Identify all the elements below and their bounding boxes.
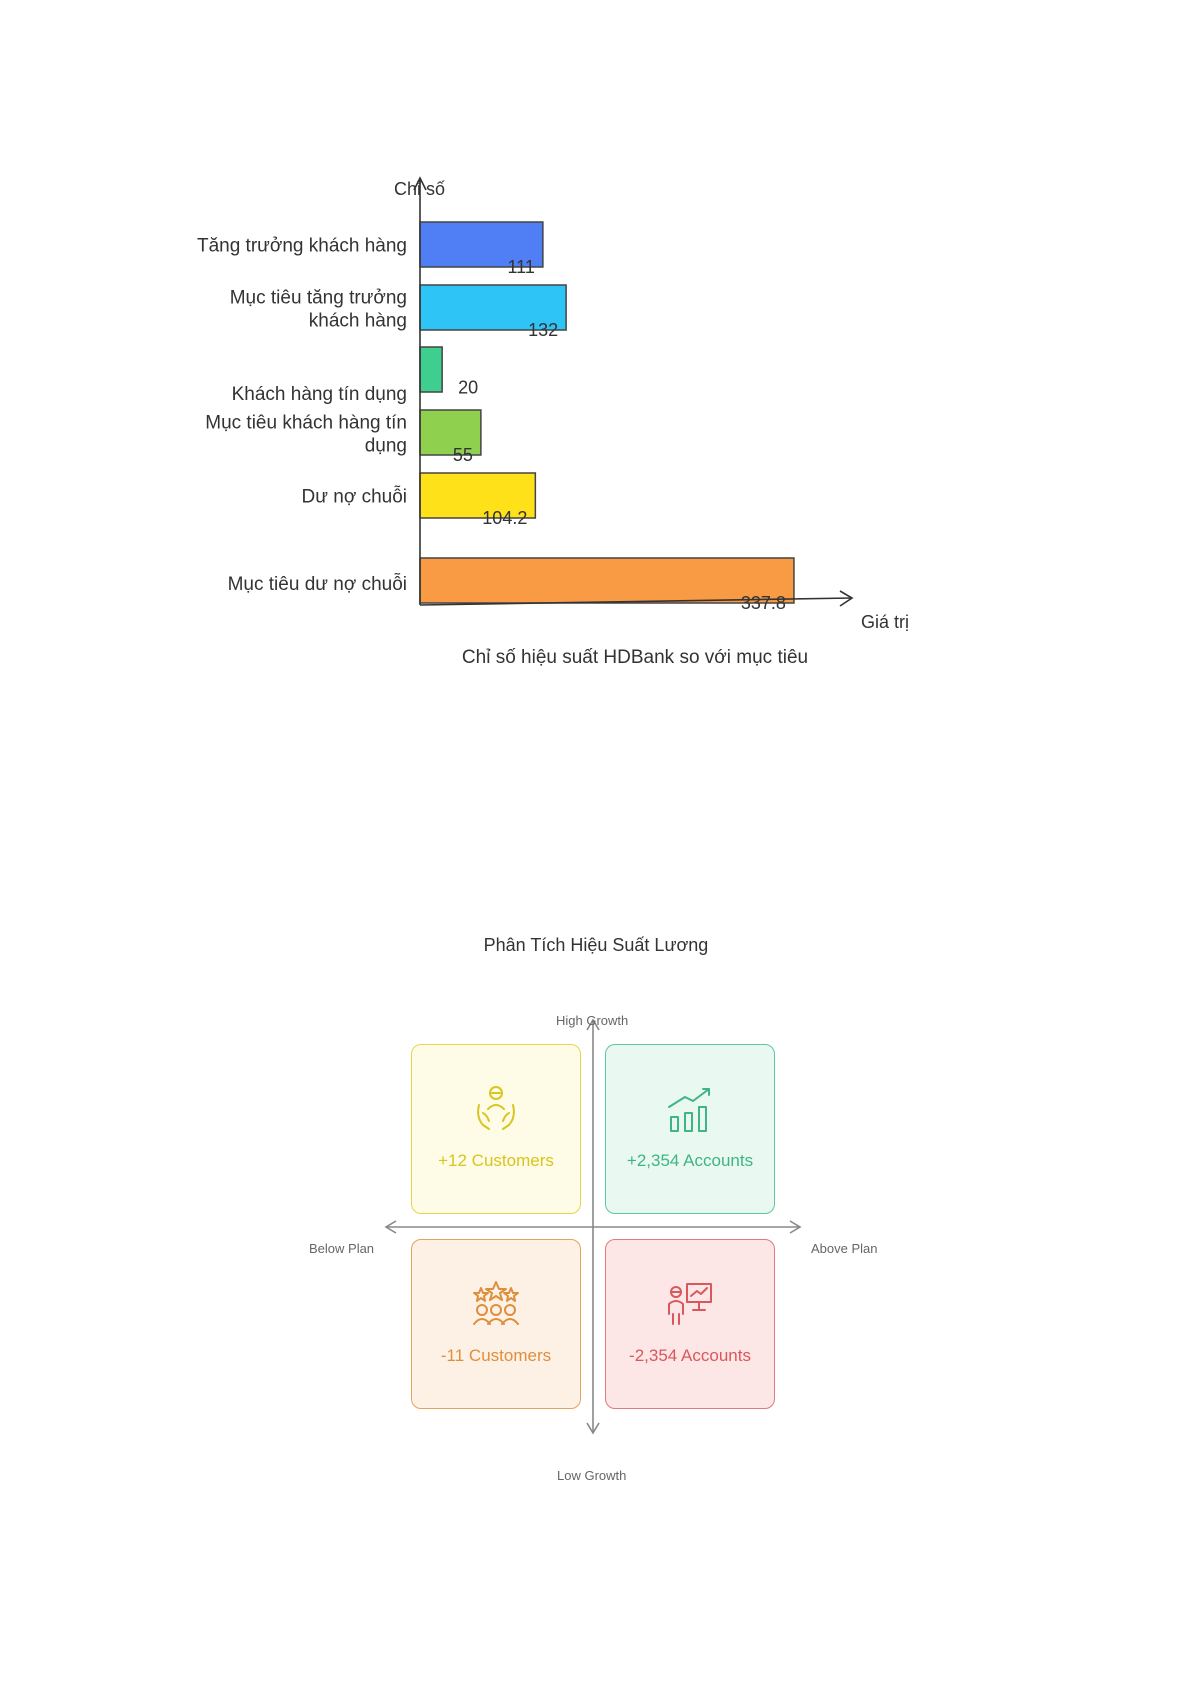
bar-value-label-3: 55 (453, 445, 473, 465)
quadrant-bottom-right: -2,354 Accounts (605, 1239, 775, 1409)
rated-customers-icon (473, 1281, 519, 1325)
axis-label-high-growth: High Growth (556, 1013, 629, 1028)
bar-0 (419, 221, 544, 268)
presenter-icon (668, 1283, 712, 1325)
bar-1 (419, 284, 567, 331)
growth-chart-icon (668, 1088, 710, 1132)
customer-care-icon (477, 1086, 515, 1130)
quadrant-bottom-right-text: -2,354 Accounts (629, 1346, 751, 1365)
x-axis-label: Giá trị (861, 612, 909, 632)
category-label-2: Khách hàng tín dụng (232, 384, 407, 405)
matrix-right-arrow (789, 1220, 802, 1234)
category-label-1: Mục tiêu tăng trưởng khách hàng (230, 288, 407, 332)
quadrant-top-right: +2,354 Accounts (605, 1044, 775, 1214)
bars-layer (419, 221, 795, 604)
quadrant-bottom-left-text: -11 Customers (440, 1346, 552, 1365)
axis-label-low-growth: Low Growth (557, 1468, 627, 1483)
x-axis-arrow (839, 590, 854, 607)
category-label-0: Tăng trưởng khách hàng (197, 236, 407, 257)
matrix-title: Phân Tích Hiệu Suất Lương (483, 935, 709, 955)
bar-3 (419, 409, 482, 456)
category-label-5: Mục tiêu dư nợ chuỗi (228, 573, 407, 595)
bar-value-label-5: 337.8 (741, 593, 786, 613)
bar-value-label-4: 104.2 (482, 508, 527, 528)
quadrant-top-right-text: +2,354 Accounts (626, 1151, 754, 1170)
quadrant-bottom-left: -11 Customers (411, 1239, 581, 1409)
matrix-left-arrow (384, 1220, 397, 1234)
bar-5 (419, 557, 795, 604)
y-axis-label: Chỉ số (394, 179, 445, 199)
category-label-3: Mục tiêu khách hàng tín dụng (205, 413, 407, 457)
axis-label-above-plan: Above Plan (811, 1241, 878, 1256)
matrix-down-arrow (586, 1422, 600, 1435)
bar-value-label-0: 111 (508, 257, 535, 277)
bar-2 (419, 346, 443, 393)
bar-value-label-1: 132 (528, 320, 558, 340)
bar-4 (419, 472, 537, 519)
quadrant-top-left: +12 Customers (411, 1044, 581, 1214)
quadrant-top-left-text: +12 Customers (438, 1151, 554, 1170)
category-label-4: Dư nợ chuỗi (302, 486, 407, 508)
x-axis-line (419, 597, 853, 606)
labels-layer: 111 Tăng trưởng khách hàng 132 Mục tiêu tăn… (197, 236, 786, 614)
axis-label-below-plan: Below Plan (309, 1241, 375, 1256)
bar-chart: 111 Tăng trưởng khách hàng 132 Mục tiêu tăn… (197, 176, 909, 668)
chart-title: Chỉ số hiệu suất HDBank so với mục tiêu (462, 647, 808, 668)
bar-value-label-2: 20 (458, 378, 478, 398)
y-axis-arrow (413, 176, 427, 191)
